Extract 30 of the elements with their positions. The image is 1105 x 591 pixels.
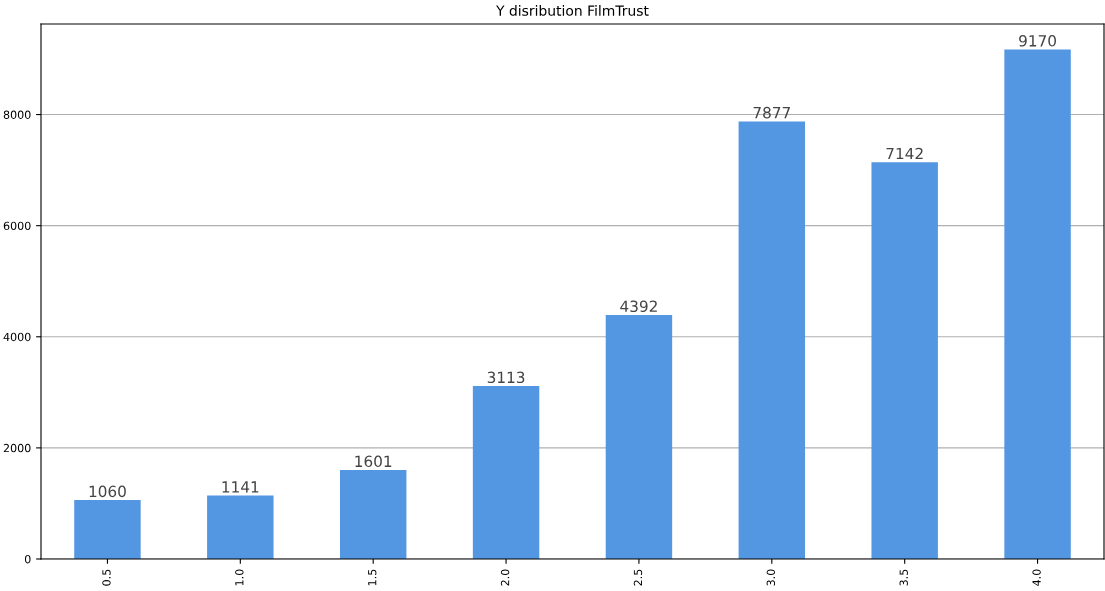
bar: [74, 500, 141, 559]
x-tick-label: 0.5: [102, 569, 111, 586]
bar: [605, 315, 673, 559]
y-tick-label: 8000: [3, 110, 31, 119]
x-tick-label: 1.5: [368, 569, 377, 586]
x-tick-label: 4.0: [1032, 569, 1041, 586]
y-tick-label: 4000: [3, 332, 31, 342]
chart-title: Y disribution FilmTrust: [496, 5, 649, 16]
data-label: 1601: [355, 455, 392, 468]
data-label: 1141: [222, 481, 259, 493]
data-label: 4392: [620, 300, 657, 313]
x-tick-label: 2.5: [633, 569, 643, 586]
bar: [871, 162, 938, 559]
data-label: 1060: [89, 485, 126, 498]
bar: [339, 470, 407, 559]
x-tick-label: 3.0: [766, 569, 776, 586]
bar: [738, 121, 806, 559]
bar: [207, 495, 274, 559]
data-label: 7877: [753, 106, 790, 119]
y-tick-label: 2000: [3, 443, 31, 453]
data-label: 3113: [487, 371, 525, 384]
bar: [1004, 49, 1071, 559]
bar: [472, 386, 540, 559]
x-tick-label: 1.0: [235, 569, 244, 586]
y-tick-label: 0: [24, 554, 31, 564]
data-label: 9170: [1019, 35, 1056, 47]
y-tick-label: 6000: [3, 221, 31, 231]
data-label: 7142: [886, 147, 923, 160]
x-tick-label: 3.5: [899, 569, 908, 586]
x-tick-label: 2.0: [500, 569, 510, 586]
